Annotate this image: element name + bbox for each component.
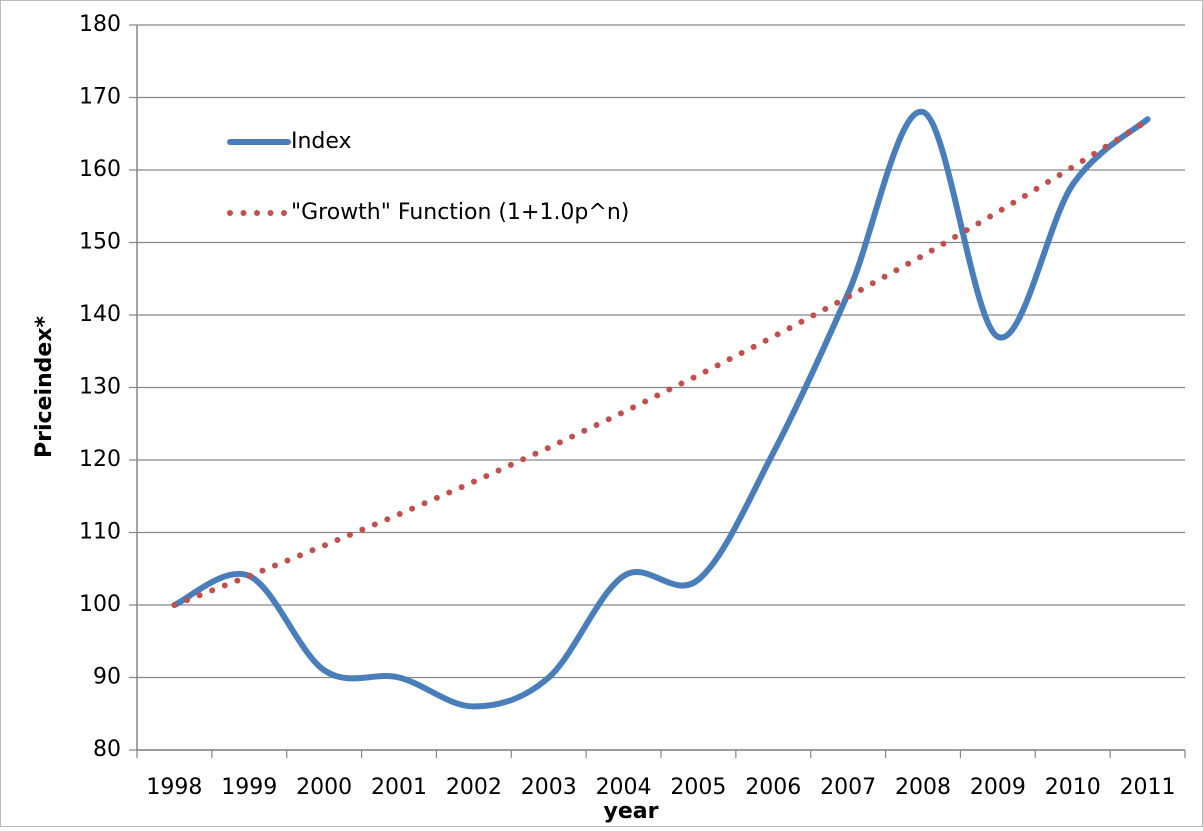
y-tick-label: 140 [79, 302, 121, 327]
x-tick-label: 2001 [371, 775, 427, 800]
y-tick-label: 110 [79, 520, 121, 545]
x-tick-label: 2000 [296, 775, 352, 800]
legend-label: "Growth" Function (1+1.0p^n) [291, 200, 629, 225]
y-tick-label: 170 [79, 85, 121, 110]
x-tick-label: 2009 [970, 775, 1026, 800]
y-tick-label: 180 [79, 12, 121, 37]
x-tick-label: 1999 [221, 775, 277, 800]
series-line [171, 117, 1151, 608]
x-tick-label: 2004 [596, 775, 652, 800]
series-line [171, 108, 1151, 710]
x-tick-label: 2006 [745, 775, 801, 800]
x-tick-label: 2007 [820, 775, 876, 800]
x-tick-label: 2010 [1045, 775, 1101, 800]
x-tick-label: 2008 [895, 775, 951, 800]
x-tick-label: 2002 [446, 775, 502, 800]
y-tick-label: 90 [93, 665, 121, 690]
x-tick-label: 1998 [146, 775, 202, 800]
y-tick-label: 80 [93, 737, 121, 762]
x-tick-label: 2005 [670, 775, 726, 800]
legend-label: Index [291, 129, 352, 154]
x-axis-label: year [604, 799, 659, 824]
y-axis-label: Priceindex* [32, 315, 57, 458]
y-tick-label: 160 [79, 157, 121, 182]
y-tick-label: 120 [79, 447, 121, 472]
x-tick-label: 2003 [521, 775, 577, 800]
y-tick-label: 100 [79, 592, 121, 617]
y-tick-label: 150 [79, 230, 121, 255]
x-tick-label: 2011 [1120, 775, 1176, 800]
y-tick-label: 130 [79, 375, 121, 400]
